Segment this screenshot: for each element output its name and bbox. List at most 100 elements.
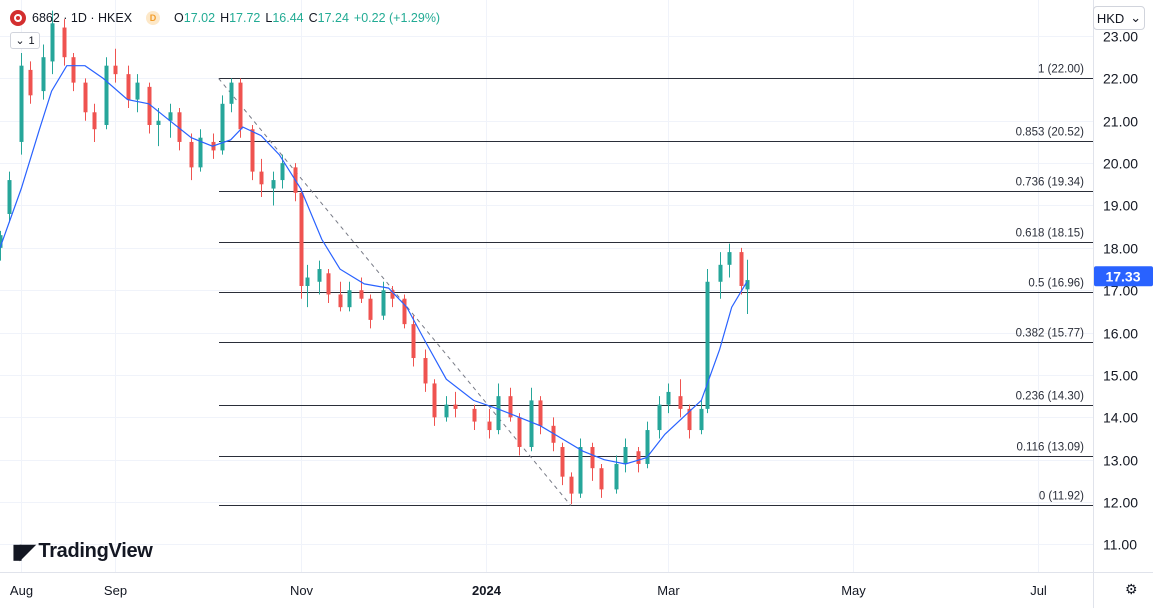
candle-body xyxy=(578,447,583,494)
candle-body xyxy=(359,290,364,299)
candle-body xyxy=(560,447,565,477)
fib-level-label: 0 (11.92) xyxy=(1039,491,1084,503)
chevron-down-icon: ⌄ xyxy=(1130,10,1142,25)
candle-body xyxy=(636,451,641,464)
last-price-badge: 17.33 xyxy=(1094,266,1153,287)
candle-body xyxy=(280,163,285,181)
candle-body xyxy=(423,358,428,384)
last-price-badge-bg xyxy=(1094,266,1153,287)
candle-body xyxy=(390,290,395,299)
candle-body xyxy=(432,383,437,418)
candle-body xyxy=(92,112,97,130)
price-tick-label: 18.00 xyxy=(1103,241,1138,257)
brand-name: TradingView xyxy=(38,539,153,562)
candle-body xyxy=(229,82,234,104)
candle-body xyxy=(666,391,671,405)
time-axis[interactable]: Aug Sep Nov 2024 Mar May Jul xyxy=(10,583,1047,598)
fib-level-label: 0.736 (19.34) xyxy=(1016,177,1085,189)
open-value: 17.02 xyxy=(183,11,216,25)
indicators-count: 1 xyxy=(28,34,35,47)
candle-body xyxy=(126,74,131,100)
candle-body xyxy=(7,180,12,214)
symbol-title[interactable]: 6862 · 1D · HKEX xyxy=(32,11,133,25)
candle-body xyxy=(487,421,492,431)
candle-body xyxy=(368,298,373,320)
fib-level-label: 0.618 (18.15) xyxy=(1016,228,1085,240)
price-axis[interactable]: 23.00 22.00 21.00 20.00 19.00 18.00 17.00 16.00… xyxy=(1103,29,1138,553)
candle-body xyxy=(623,447,628,464)
close-value: 17.24 xyxy=(317,11,349,25)
candle-body xyxy=(50,23,55,62)
candle-body xyxy=(220,103,225,151)
fibonacci-retracement[interactable]: 1 (22.00) 0.853 (20.52) 0.736 (19.34) 0.618… xyxy=(219,64,1093,506)
candle-body xyxy=(338,294,343,308)
candle-body xyxy=(699,408,704,431)
candle-body xyxy=(657,404,662,431)
low-label: L xyxy=(265,11,273,25)
moving-average-line xyxy=(0,65,748,465)
candle-body xyxy=(189,141,194,168)
candle-body xyxy=(745,280,750,290)
fib-level-label: 0.236 (14.30) xyxy=(1016,391,1085,403)
price-tick-label: 11.00 xyxy=(1103,537,1137,553)
candle-body xyxy=(0,235,3,248)
gear-icon[interactable]: ⚙ xyxy=(1125,581,1138,597)
candle-body xyxy=(113,65,118,75)
candle-body xyxy=(718,264,723,282)
candle-body xyxy=(614,463,619,490)
candle-body xyxy=(529,400,534,448)
low-value: 16.44 xyxy=(272,11,304,25)
indicators-toggle-button[interactable]: ⌄ 1 xyxy=(10,32,40,49)
candle-body xyxy=(71,57,76,83)
candle-body xyxy=(538,400,543,426)
price-tick-label: 15.00 xyxy=(1103,368,1138,384)
time-tick-label: Nov xyxy=(290,583,314,598)
candle-body xyxy=(250,129,255,172)
high-label: H xyxy=(220,11,230,25)
candle-body xyxy=(678,396,683,409)
currency-label: HKD xyxy=(1096,10,1125,26)
price-tick-label: 22.00 xyxy=(1103,71,1138,87)
candle-body xyxy=(444,404,449,418)
candle-body xyxy=(599,468,604,490)
symbol-logo-icon xyxy=(10,10,26,26)
candle-body xyxy=(259,171,264,185)
candlestick-series xyxy=(0,10,750,505)
candle-body xyxy=(198,137,203,168)
candle-body xyxy=(271,180,276,189)
candle-body xyxy=(381,290,386,316)
tradingview-logo[interactable]: ▮◤ TradingView xyxy=(12,539,153,563)
time-tick-label: Mar xyxy=(657,583,680,598)
fib-level-label: 0.5 (16.96) xyxy=(1028,278,1084,290)
moving-average-series xyxy=(0,65,748,465)
delayed-data-badge[interactable]: D xyxy=(146,11,161,25)
candle-body xyxy=(156,120,161,125)
candle-body xyxy=(305,277,310,286)
price-tick-label: 17.00 xyxy=(1103,283,1138,299)
time-tick-label: May xyxy=(841,583,866,598)
candle-body xyxy=(645,430,650,464)
candle-body xyxy=(472,408,477,422)
candle-body xyxy=(326,273,331,295)
fib-level-label: 0.853 (20.52) xyxy=(1016,127,1085,139)
price-tick-label: 21.00 xyxy=(1103,114,1138,130)
currency-select[interactable]: HKD ⌄ xyxy=(1093,6,1145,30)
price-tick-label: 16.00 xyxy=(1103,326,1138,342)
candle-body xyxy=(41,57,46,92)
candle-body xyxy=(453,404,458,409)
candle-body xyxy=(590,447,595,469)
candle-body xyxy=(299,192,304,286)
candle-body xyxy=(317,269,322,282)
candle-body xyxy=(104,65,109,125)
candle-body xyxy=(62,27,67,58)
candle-body xyxy=(739,252,744,286)
candle-body xyxy=(83,82,88,113)
price-tick-label: 19.00 xyxy=(1103,198,1138,214)
change-value: +0.22 (+1.29%) xyxy=(353,11,441,25)
candle-body xyxy=(177,112,182,142)
candle-body xyxy=(687,408,692,431)
close-label: C xyxy=(308,11,318,25)
candle-body xyxy=(496,396,501,431)
price-tick-label: 14.00 xyxy=(1103,410,1138,426)
